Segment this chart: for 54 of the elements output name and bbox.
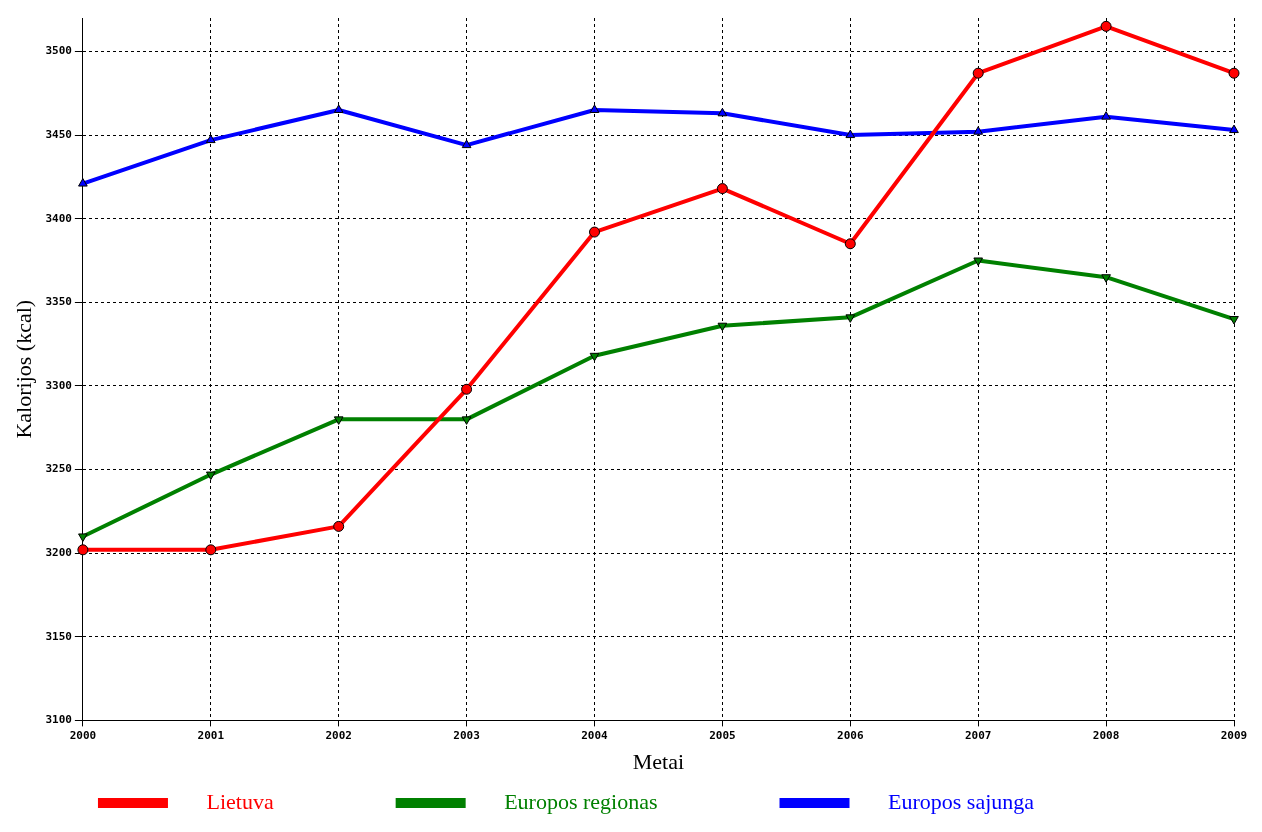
point [1101,274,1111,283]
point [205,544,217,556]
x-tick-label: 2009 [1220,728,1248,742]
point [205,471,216,481]
y-tick-label: 3350 [45,295,72,309]
point [461,383,473,395]
x-tick-label: 2004 [581,728,609,742]
x-tick-label: 2000 [69,728,97,742]
point [1228,67,1240,79]
legend-label: Lietuva [178,788,384,814]
point [717,107,728,117]
x-tick-label: 2007 [964,728,992,742]
x-tick-label: 2005 [709,728,736,742]
y-tick-label: 3150 [45,629,72,643]
point [461,139,472,149]
point [1101,111,1111,120]
point [1229,124,1239,134]
x-tick-label: 2006 [837,728,864,742]
point [1229,316,1239,325]
legend-label: Europos regionas [476,788,768,814]
point [205,134,216,144]
point [845,129,856,139]
x-tick-label: 2002 [325,728,352,742]
point [973,257,984,266]
point [333,416,344,425]
point [78,178,88,187]
point [589,352,600,362]
x-tick-label: 2008 [1092,728,1120,742]
point [1100,20,1112,32]
y-tick-label: 3400 [45,211,72,225]
point [461,416,472,425]
y-tick-label: 3500 [45,44,72,58]
point [333,104,344,113]
point [845,314,856,323]
point [717,322,728,332]
y-tick-label: 3250 [45,462,72,476]
y-tick-label: 3450 [45,127,72,141]
x-tick-label: 2003 [453,728,480,742]
point [972,67,984,79]
point [973,126,984,135]
legend-label: Europos sajunga [860,788,1145,814]
point [589,104,600,113]
y-tick-label: 3100 [45,713,72,727]
point [589,226,600,238]
point [716,183,728,195]
point [844,238,856,250]
y-tick-label: 3300 [45,378,72,392]
y-tick-label: 3200 [45,546,72,560]
point [333,520,345,532]
point [78,533,88,542]
x-axis-title: Metai [632,748,685,774]
point [77,544,89,556]
y-axis-title: Kalorijos (kcal) [10,299,36,439]
x-tick-label: 2001 [197,728,225,742]
